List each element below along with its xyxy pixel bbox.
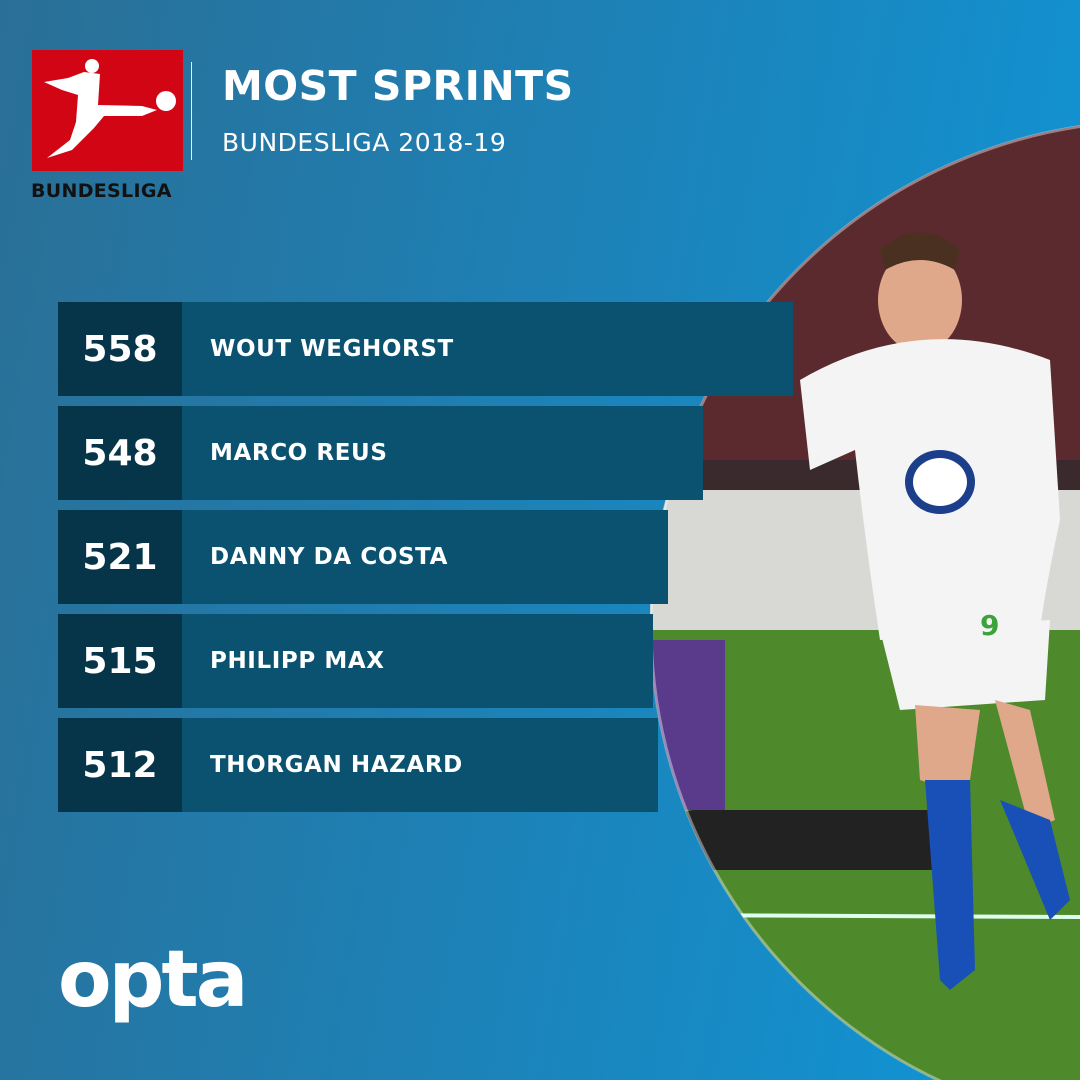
sprint-count: 558 (58, 302, 182, 396)
player-photo: 9 (650, 120, 1080, 1080)
bundesliga-wordmark: BUNDESLIGA (31, 180, 172, 202)
leaderboard-row: 521 DANNY DA COSTA (58, 510, 668, 604)
leaderboard-row: 512 THORGAN HAZARD (58, 718, 658, 812)
player-name: PHILIPP MAX (210, 648, 385, 674)
leaderboard: 558 WOUT WEGHORST 548 MARCO REUS 521 DAN… (58, 302, 793, 822)
leaderboard-row: 548 MARCO REUS (58, 406, 703, 500)
leaderboard-row: 558 WOUT WEGHORST (58, 302, 793, 396)
player-name: THORGAN HAZARD (210, 752, 463, 778)
shirt-number: 9 (980, 609, 999, 642)
leaderboard-row: 515 PHILIPP MAX (58, 614, 653, 708)
page-subtitle: BUNDESLIGA 2018-19 (222, 128, 507, 157)
opta-logo: opta (58, 935, 248, 1025)
sprint-count: 548 (58, 406, 182, 500)
player-name: DANNY DA COSTA (210, 544, 449, 570)
player-name: MARCO REUS (210, 440, 388, 466)
bundesliga-logo (32, 50, 183, 171)
kicker-silhouette-icon (44, 59, 176, 158)
page-title: MOST SPRINTS (222, 62, 574, 110)
sprint-count: 521 (58, 510, 182, 604)
player-name: WOUT WEGHORST (210, 336, 454, 362)
sprint-count: 512 (58, 718, 182, 812)
sprint-count: 515 (58, 614, 182, 708)
header-divider (191, 62, 192, 160)
